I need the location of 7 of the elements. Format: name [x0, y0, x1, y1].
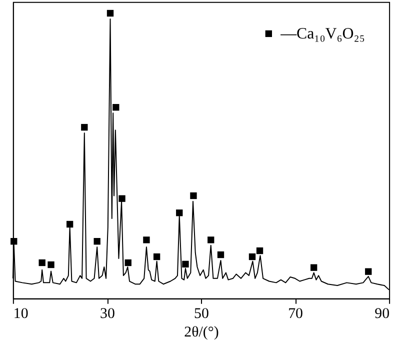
x-axis-title: 2θ/(°) — [184, 324, 219, 341]
x-tick-label: 30 — [100, 306, 115, 322]
x-tick-label: 70 — [288, 306, 303, 322]
legend-label: —Ca₁₀V₆O₂₅ — [280, 26, 365, 43]
x-tick-label: 50 — [194, 306, 209, 322]
x-tick-label: 90 — [374, 306, 390, 322]
x-tick-label: 10 — [13, 306, 28, 322]
